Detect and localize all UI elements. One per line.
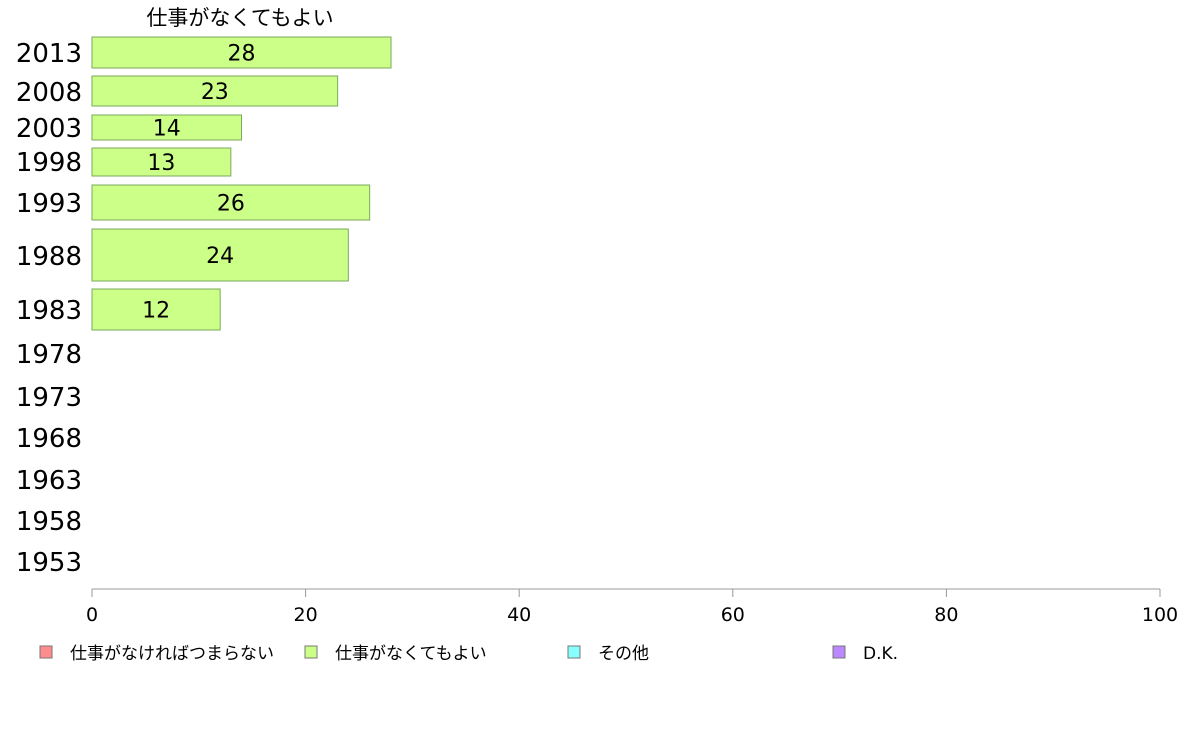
bar-value-label: 23 [201, 80, 229, 105]
legend-label: D.K. [863, 644, 898, 664]
bar-value-label: 12 [142, 299, 170, 324]
bar [91, 288, 221, 331]
legend-label: 仕事がなくてもよい [335, 644, 487, 664]
year-label: 1973 [16, 383, 82, 413]
x-axis: 0 20 40 60 80 100 [86, 588, 1178, 626]
bar-value-label: 28 [228, 42, 256, 67]
x-tick-label: 100 [1142, 604, 1178, 626]
legend-label: その他 [598, 644, 649, 664]
bar [91, 36, 392, 69]
year-label: 1963 [16, 466, 82, 496]
bars-layer: 28 23 14 13 26 24 12 [91, 36, 392, 331]
chart-title: 仕事がなくてもよい [146, 6, 333, 30]
bar-value-label: 24 [206, 244, 234, 269]
year-label: 1983 [16, 296, 82, 326]
bar [91, 228, 349, 282]
bar [91, 114, 243, 141]
x-tick-label: 0 [86, 604, 98, 626]
bar-value-label: 13 [147, 151, 175, 176]
legend-swatch [304, 645, 318, 659]
year-label: 1953 [16, 548, 82, 578]
year-label: 2008 [16, 78, 82, 108]
bar [91, 75, 339, 107]
legend: 仕事がなければつまらない 仕事がなくてもよい その他 D.K. [39, 644, 898, 664]
year-label: 1968 [16, 424, 82, 454]
legend-swatch [832, 645, 846, 659]
x-tick-label: 80 [934, 604, 958, 626]
bar-value-label: 14 [153, 117, 181, 142]
bar-value-label: 26 [217, 192, 245, 217]
year-label: 2013 [16, 39, 82, 69]
year-label: 1978 [16, 340, 82, 370]
bar [91, 147, 232, 177]
x-tick-label: 40 [507, 604, 531, 626]
x-tick-label: 60 [721, 604, 745, 626]
legend-swatch [39, 645, 53, 659]
year-labels: 2013 2008 2003 1998 1993 1988 1983 1978 1973 1968… [16, 39, 82, 578]
year-label: 1958 [16, 507, 82, 537]
year-label: 1998 [16, 148, 82, 178]
x-tick-label: 20 [294, 604, 318, 626]
year-label: 2003 [16, 114, 82, 144]
legend-swatch [567, 645, 581, 659]
bar [91, 184, 371, 221]
year-label: 1988 [16, 242, 82, 272]
year-label: 1993 [16, 189, 82, 219]
legend-label: 仕事がなければつまらない [70, 644, 274, 664]
